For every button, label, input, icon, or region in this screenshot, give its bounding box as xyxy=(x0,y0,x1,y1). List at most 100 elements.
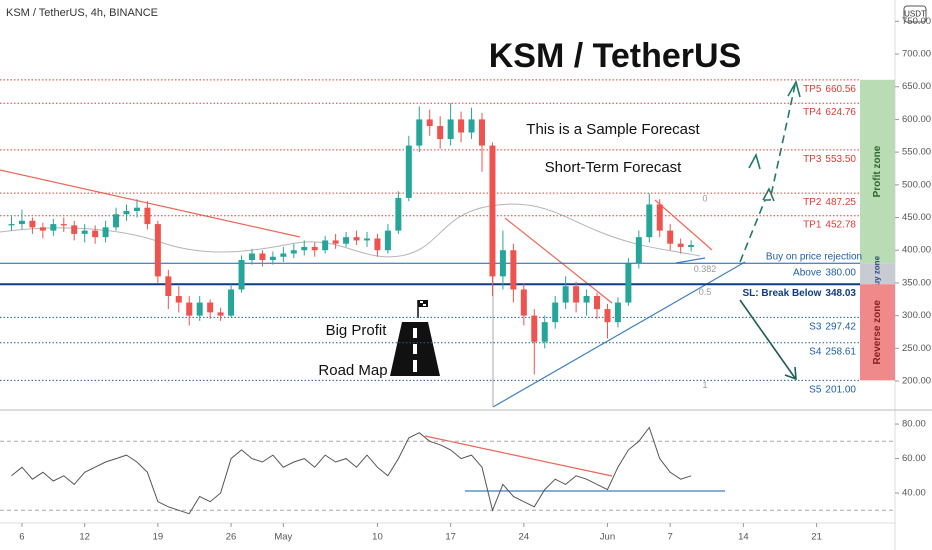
level-name: TP3 xyxy=(803,153,822,164)
level-value: 258.61 xyxy=(825,346,856,357)
y-tick-label: 500.00 xyxy=(902,179,931,190)
candle-body xyxy=(113,214,120,228)
fib-label: 1 xyxy=(702,380,707,390)
candle-body xyxy=(353,237,360,241)
candle-body xyxy=(332,240,339,244)
zone-label: Buy zone xyxy=(873,255,882,291)
level-name: TP2 xyxy=(803,197,822,208)
candle-body xyxy=(196,302,203,316)
y-tick-label: 250.00 xyxy=(902,343,931,354)
level-label: S4 258.61 xyxy=(809,346,856,357)
level-label: SL: Break Below 348.03 xyxy=(742,288,856,299)
candle-body xyxy=(269,256,276,261)
candle-body xyxy=(29,220,36,228)
candle-body xyxy=(18,220,25,225)
y-tick-label: 400.00 xyxy=(902,245,931,256)
y-tick-label: 600.00 xyxy=(902,114,931,125)
x-tick-label: 10 xyxy=(372,532,383,543)
y-tick-label: 750.00 xyxy=(902,16,931,27)
x-tick-label: 14 xyxy=(738,532,749,543)
x-tick-label: 26 xyxy=(226,532,237,543)
fib-label: 0.382 xyxy=(694,264,717,274)
zone xyxy=(860,284,895,381)
candle-body xyxy=(604,309,611,323)
candle-body xyxy=(8,224,15,226)
level-value: 348.03 xyxy=(825,288,856,299)
candle-body xyxy=(646,204,653,238)
level-value: 553.50 xyxy=(825,153,856,164)
y-tick-label: 60.00 xyxy=(902,453,926,464)
level-value: 380.00 xyxy=(825,267,856,278)
candle-body xyxy=(102,227,109,238)
y-tick-label: 80.00 xyxy=(902,419,926,430)
trendline xyxy=(492,261,746,408)
candle-body xyxy=(165,276,172,297)
level-name: S4 xyxy=(809,346,822,357)
candle-body xyxy=(280,253,287,257)
level-value: 660.56 xyxy=(825,83,856,94)
rsi-trendline xyxy=(424,435,613,477)
y-tick-label: 300.00 xyxy=(902,310,931,321)
candle-body xyxy=(656,204,663,231)
candle-body xyxy=(541,322,548,342)
annotation: Big Profit xyxy=(326,322,388,339)
x-tick-label: 17 xyxy=(445,532,456,543)
candle-body xyxy=(489,145,496,277)
level-value: 487.25 xyxy=(825,197,856,208)
annotation: Buy on price rejection xyxy=(766,252,862,263)
candle-body xyxy=(510,250,517,290)
x-tick-label: 19 xyxy=(153,532,164,543)
candle-body xyxy=(468,119,475,133)
y-tick-label: 550.00 xyxy=(902,147,931,158)
currency-box xyxy=(903,5,927,23)
x-tick-label: May xyxy=(274,532,292,543)
candle-body xyxy=(81,230,88,234)
level-value: 452.78 xyxy=(825,219,856,230)
candle-body xyxy=(123,210,130,215)
x-tick-label: 7 xyxy=(668,532,673,543)
level-label: TP2 487.25 xyxy=(803,197,856,208)
candle-body xyxy=(437,125,444,140)
candle-body xyxy=(301,246,308,251)
forecast-arrow xyxy=(739,84,796,263)
candle-body xyxy=(531,315,538,342)
candle-body xyxy=(447,119,454,140)
level-name: S3 xyxy=(809,321,822,332)
level-label: S3 297.42 xyxy=(809,321,856,332)
road-icon xyxy=(390,300,440,376)
candle-body xyxy=(259,253,266,261)
candle-body xyxy=(207,302,214,313)
currency: USDT xyxy=(904,10,926,19)
y-tick-label: 200.00 xyxy=(902,376,931,387)
level-label: TP5 660.56 xyxy=(803,83,856,94)
x-tick-label: 24 xyxy=(519,532,530,543)
candle-body xyxy=(635,237,642,264)
candle-body xyxy=(520,289,527,316)
level-name: TP1 xyxy=(803,219,822,230)
candle-body xyxy=(60,224,67,226)
x-tick-label: 12 xyxy=(79,532,90,543)
candle-body xyxy=(594,296,601,310)
candle-body xyxy=(677,243,684,247)
level-value: 201.00 xyxy=(825,384,856,395)
candle-body xyxy=(154,224,161,277)
candle-body xyxy=(552,302,559,323)
candle-body xyxy=(562,286,569,303)
candle-body xyxy=(50,224,57,231)
arrow-head xyxy=(762,187,775,202)
arrow-head xyxy=(784,366,797,381)
trendline xyxy=(675,257,706,264)
candle-body xyxy=(71,225,78,234)
annotation: Road Map xyxy=(318,362,387,379)
x-tick-label: Jun xyxy=(600,532,615,543)
candle-body xyxy=(322,240,329,251)
candle-body xyxy=(133,207,140,211)
level-name: TP5 xyxy=(803,83,822,94)
candle-body xyxy=(228,289,235,316)
level-value: 297.42 xyxy=(825,321,856,332)
candle-body xyxy=(426,119,433,126)
level-name: Above xyxy=(793,267,822,278)
candle-body xyxy=(384,230,391,251)
candle-body xyxy=(667,230,674,244)
candle-body xyxy=(405,145,412,198)
